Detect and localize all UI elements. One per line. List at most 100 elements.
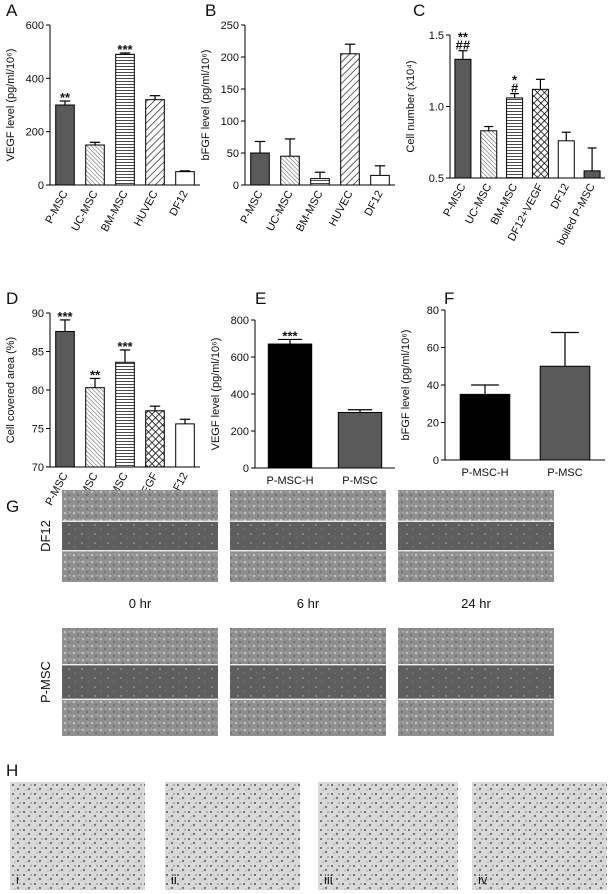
image-label: iii: [324, 872, 333, 887]
bar: [557, 140, 575, 179]
y-tick-label: 150: [221, 84, 239, 96]
y-tick-label: 200: [221, 52, 239, 64]
panel-label: H: [6, 761, 18, 780]
y-axis-label: Cell covered area (%): [5, 337, 17, 443]
y-tick-label: 40: [427, 380, 439, 392]
x-tick-label: P-MSC: [238, 189, 265, 226]
significance: **: [90, 367, 101, 382]
panel-label: E: [255, 289, 266, 308]
significance: ***: [117, 42, 133, 57]
bar: [145, 99, 165, 186]
bar: [454, 58, 472, 179]
x-tick-label: P-MSC: [547, 467, 583, 479]
x-tick-label: UC-MSC: [264, 189, 295, 234]
x-tick-label: P-MSC-H: [461, 467, 508, 479]
x-tick-label: HUVEC: [327, 189, 356, 229]
bar: [459, 393, 511, 461]
y-tick-label: 85: [32, 347, 44, 359]
panel-label: B: [205, 1, 216, 20]
y-tick-label: 400: [231, 389, 249, 401]
x-tick-label: P-MSC: [43, 189, 70, 226]
micrograph: [165, 782, 300, 890]
y-axis-label: VEGF level (pg/ml/10⁶): [5, 49, 17, 162]
panel-label: A: [6, 1, 18, 20]
micrograph: [10, 782, 145, 890]
x-tick-label: UC-MSC: [69, 189, 100, 234]
bar: [85, 387, 105, 468]
y-tick-label: 100: [221, 116, 239, 128]
panel-label: F: [444, 289, 454, 308]
significance: #: [511, 81, 519, 96]
y-tick-label: 1.0: [429, 102, 444, 114]
bar: [175, 423, 195, 468]
y-tick-label: 800: [231, 315, 249, 327]
y-axis-label: VEGF level (pg/ml/10⁶): [210, 338, 222, 451]
scratch-gap: [398, 521, 554, 551]
y-tick-label: 20: [427, 418, 439, 430]
time-label: 0 hr: [129, 596, 152, 611]
scratch-gap: [230, 521, 386, 551]
image-label: iv: [478, 872, 488, 887]
bar: [583, 170, 601, 179]
y-tick-label: 90: [32, 308, 44, 320]
y-tick-label: 200: [231, 426, 249, 438]
y-tick-label: 0: [433, 455, 439, 467]
y-tick-label: 0: [243, 463, 249, 475]
significance: **: [60, 90, 71, 105]
y-axis-label: Cell number (x10⁴): [405, 60, 417, 152]
y-tick-label: 0: [38, 180, 44, 192]
bar: [370, 174, 390, 186]
significance: ##: [456, 38, 471, 53]
bar: [480, 130, 498, 179]
bar: [115, 53, 135, 186]
panel-label: C: [413, 1, 425, 20]
time-label: 24 hr: [461, 596, 491, 611]
y-tick-label: 80: [32, 385, 44, 397]
panel-label: D: [6, 289, 18, 308]
bar: [280, 155, 300, 186]
bar: [55, 104, 75, 186]
x-tick-label: DF12: [549, 182, 572, 211]
bar: [85, 144, 105, 186]
y-tick-label: 70: [32, 462, 44, 474]
y-axis-label: bFGF level (pg/ml/10⁶): [200, 50, 212, 161]
bar: [250, 152, 270, 186]
y-tick-label: 1.5: [429, 30, 444, 42]
bar: [531, 88, 549, 179]
x-tick-label: P-MSC-H: [266, 475, 313, 487]
significance: ***: [117, 339, 133, 354]
significance: **: [458, 30, 469, 45]
significance: ***: [57, 309, 73, 324]
significance: *: [512, 73, 518, 88]
bar: [310, 178, 330, 186]
scratch-gap: [62, 521, 218, 551]
row-label: P-MSC: [38, 661, 53, 703]
x-tick-label: DF12: [362, 189, 385, 218]
bar: [115, 361, 135, 468]
time-label: 6 hr: [297, 596, 320, 611]
x-tick-label: P-MSC: [441, 182, 468, 219]
bar: [175, 171, 195, 186]
scratch-gap: [398, 664, 554, 700]
bar: [506, 97, 524, 179]
y-tick-label: 60: [427, 343, 439, 355]
bar: [145, 410, 165, 468]
y-tick-label: 200: [26, 127, 44, 139]
scratch-gap: [230, 664, 386, 700]
y-tick-label: 250: [221, 20, 239, 32]
bar: [539, 365, 591, 461]
significance: ***: [282, 328, 298, 343]
y-tick-label: 75: [32, 424, 44, 436]
y-tick-label: 600: [231, 352, 249, 364]
y-tick-label: 0.5: [429, 173, 444, 185]
panel-label: G: [6, 497, 19, 516]
x-tick-label: BM-MSC: [99, 189, 131, 234]
bar: [337, 412, 383, 469]
y-tick-label: 600: [26, 20, 44, 32]
micrograph: [472, 782, 607, 890]
x-tick-label: HUVEC: [132, 189, 161, 229]
bar: [55, 330, 75, 468]
y-tick-label: 0: [233, 180, 239, 192]
scratch-gap: [62, 664, 218, 700]
